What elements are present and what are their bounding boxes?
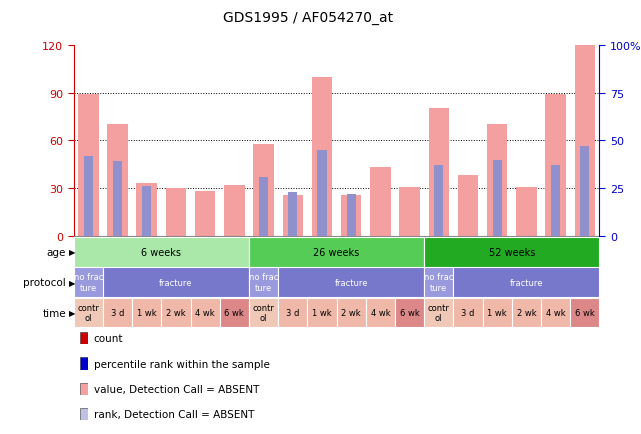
Bar: [429, 109, 449, 237]
Text: ▶: ▶: [69, 248, 76, 256]
Bar: [224, 186, 245, 237]
Bar: [366, 298, 395, 328]
Text: fracture: fracture: [335, 278, 368, 287]
Text: contr
ol: contr ol: [78, 303, 99, 322]
Text: 1 wk: 1 wk: [137, 309, 156, 317]
Text: value, Detection Call = ABSENT: value, Detection Call = ABSENT: [94, 384, 259, 394]
Bar: [541, 298, 570, 328]
Text: protocol: protocol: [23, 278, 66, 287]
Bar: [570, 298, 599, 328]
Bar: [78, 95, 99, 237]
Bar: [399, 187, 420, 237]
Bar: [249, 268, 278, 297]
Text: 6 wk: 6 wk: [224, 309, 244, 317]
Bar: [347, 194, 356, 237]
Text: no frac
ture: no frac ture: [74, 273, 103, 292]
Text: no frac
ture: no frac ture: [424, 273, 453, 292]
Text: fracture: fracture: [159, 278, 193, 287]
Text: 4 wk: 4 wk: [545, 309, 565, 317]
Bar: [580, 147, 589, 237]
Text: 2 wk: 2 wk: [517, 309, 536, 317]
Bar: [278, 268, 424, 297]
Text: contr
ol: contr ol: [253, 303, 274, 322]
Text: contr
ol: contr ol: [428, 303, 450, 322]
Bar: [434, 166, 444, 237]
Text: 2 wk: 2 wk: [166, 309, 186, 317]
Text: 3 d: 3 d: [286, 309, 299, 317]
Bar: [512, 298, 541, 328]
Text: rank, Detection Call = ABSENT: rank, Detection Call = ABSENT: [94, 409, 254, 419]
Text: age: age: [47, 247, 66, 257]
Bar: [137, 184, 157, 237]
Text: ▶: ▶: [69, 309, 76, 317]
Text: count: count: [94, 334, 123, 343]
Bar: [307, 298, 337, 328]
Bar: [288, 193, 297, 237]
Bar: [165, 189, 186, 237]
Bar: [312, 77, 332, 237]
Text: 6 weeks: 6 weeks: [141, 247, 181, 257]
Bar: [487, 125, 508, 237]
Text: 1 wk: 1 wk: [312, 309, 332, 317]
Bar: [424, 268, 453, 297]
Bar: [249, 237, 424, 267]
Text: percentile rank within the sample: percentile rank within the sample: [94, 359, 269, 368]
Text: 3 d: 3 d: [462, 309, 474, 317]
Bar: [453, 298, 483, 328]
Text: 4 wk: 4 wk: [370, 309, 390, 317]
Bar: [142, 187, 151, 237]
Bar: [424, 298, 453, 328]
Text: 52 weeks: 52 weeks: [488, 247, 535, 257]
Bar: [317, 151, 326, 237]
Bar: [370, 168, 390, 237]
Text: 2 wk: 2 wk: [341, 309, 361, 317]
Bar: [516, 187, 537, 237]
Bar: [74, 268, 103, 297]
Text: 3 d: 3 d: [111, 309, 124, 317]
Text: 4 wk: 4 wk: [196, 309, 215, 317]
Bar: [132, 298, 162, 328]
Text: fracture: fracture: [510, 278, 543, 287]
Bar: [574, 46, 595, 237]
Bar: [220, 298, 249, 328]
Bar: [103, 268, 249, 297]
Bar: [278, 298, 307, 328]
Bar: [395, 298, 424, 328]
Text: 6 wk: 6 wk: [399, 309, 419, 317]
Bar: [162, 298, 190, 328]
Bar: [74, 298, 103, 328]
Bar: [103, 298, 132, 328]
Text: no frac
ture: no frac ture: [249, 273, 278, 292]
Bar: [190, 298, 220, 328]
Bar: [249, 298, 278, 328]
Bar: [283, 195, 303, 237]
Text: 26 weeks: 26 weeks: [313, 247, 360, 257]
Bar: [341, 195, 362, 237]
Bar: [259, 178, 268, 237]
Bar: [551, 166, 560, 237]
Bar: [545, 95, 566, 237]
Bar: [458, 176, 478, 237]
Bar: [84, 156, 93, 237]
Bar: [424, 237, 599, 267]
Bar: [337, 298, 366, 328]
Text: time: time: [42, 308, 66, 318]
Bar: [453, 268, 599, 297]
Text: 1 wk: 1 wk: [487, 309, 507, 317]
Bar: [195, 192, 215, 237]
Text: ▶: ▶: [69, 278, 76, 287]
Bar: [107, 125, 128, 237]
Bar: [74, 237, 249, 267]
Bar: [492, 160, 502, 237]
Bar: [253, 144, 274, 237]
Text: 6 wk: 6 wk: [575, 309, 595, 317]
Text: GDS1995 / AF054270_at: GDS1995 / AF054270_at: [222, 11, 393, 25]
Bar: [113, 162, 122, 237]
Bar: [483, 298, 512, 328]
